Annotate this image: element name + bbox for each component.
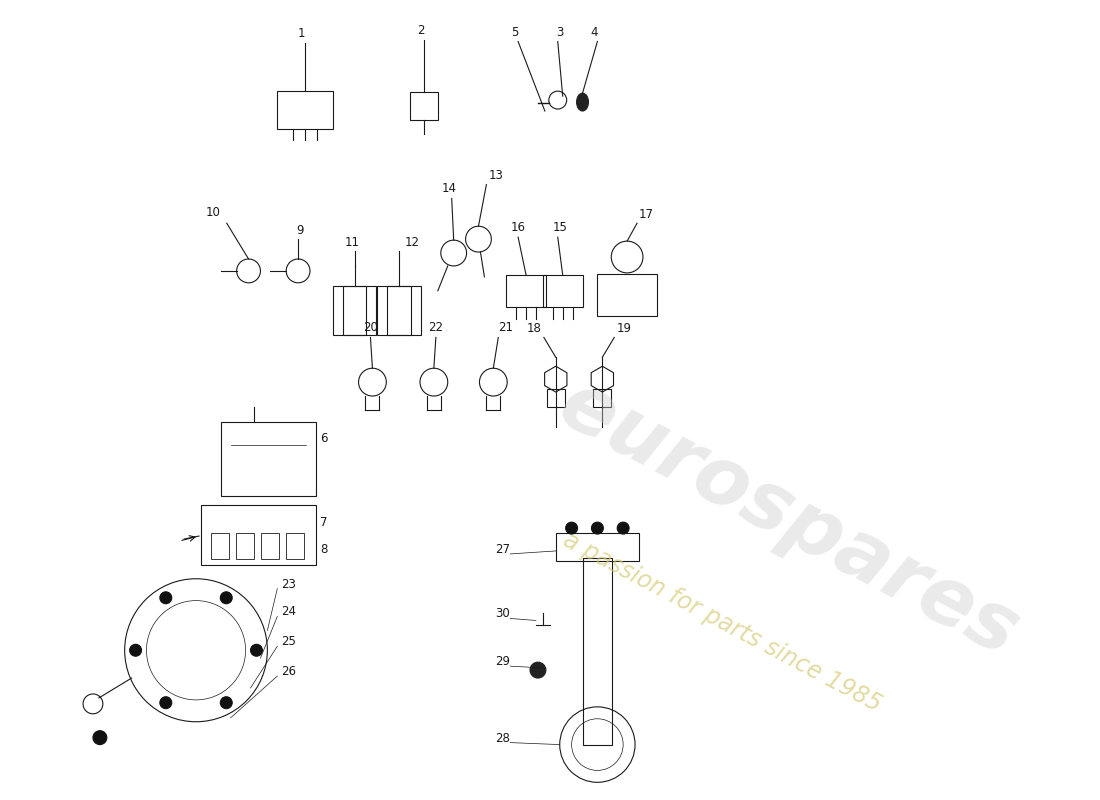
Bar: [593, 389, 612, 407]
Text: 29: 29: [495, 655, 510, 668]
Text: 30: 30: [495, 607, 510, 621]
Bar: [277, 91, 333, 129]
Circle shape: [565, 522, 578, 534]
Circle shape: [530, 662, 546, 678]
Bar: [333, 286, 376, 335]
Bar: [286, 533, 304, 559]
Text: 18: 18: [527, 322, 542, 335]
Text: 1: 1: [297, 26, 305, 39]
Text: 6: 6: [320, 432, 328, 445]
Ellipse shape: [576, 93, 588, 111]
Text: 15: 15: [552, 221, 568, 234]
Text: 21: 21: [498, 322, 514, 334]
Bar: [211, 533, 229, 559]
Text: 22: 22: [428, 322, 443, 334]
Text: 24: 24: [282, 606, 296, 618]
Text: 17: 17: [639, 208, 654, 222]
Text: 20: 20: [363, 322, 378, 334]
Text: 19: 19: [616, 322, 631, 335]
Text: 3: 3: [556, 26, 563, 38]
Circle shape: [592, 522, 603, 534]
Text: 4: 4: [591, 26, 598, 38]
Bar: [262, 533, 279, 559]
Bar: [377, 286, 421, 335]
Bar: [387, 286, 411, 335]
Text: 16: 16: [510, 221, 526, 234]
Bar: [221, 422, 316, 496]
Bar: [201, 506, 316, 565]
Text: 13: 13: [488, 169, 504, 182]
Circle shape: [94, 730, 107, 745]
Text: 27: 27: [495, 543, 510, 556]
Circle shape: [220, 697, 232, 709]
Circle shape: [130, 644, 142, 656]
Text: 12: 12: [405, 236, 420, 249]
Bar: [410, 92, 438, 120]
Bar: [235, 533, 253, 559]
Text: 28: 28: [495, 731, 510, 745]
Bar: [506, 275, 546, 306]
Bar: [583, 558, 613, 745]
Text: 14: 14: [441, 182, 456, 195]
Circle shape: [160, 697, 172, 709]
Bar: [597, 274, 657, 315]
Text: 8: 8: [320, 543, 328, 556]
Text: 2: 2: [417, 23, 425, 37]
Text: 11: 11: [345, 236, 360, 249]
Circle shape: [220, 592, 232, 604]
Circle shape: [160, 592, 172, 604]
Text: 25: 25: [282, 635, 296, 648]
Bar: [543, 275, 583, 306]
Text: 5: 5: [512, 26, 519, 38]
Text: 23: 23: [282, 578, 296, 590]
Text: 10: 10: [206, 206, 221, 219]
Text: eurospares: eurospares: [544, 366, 1031, 673]
Bar: [556, 533, 639, 561]
Bar: [343, 286, 366, 335]
Circle shape: [617, 522, 629, 534]
Text: 26: 26: [282, 665, 296, 678]
Text: 9: 9: [296, 224, 304, 237]
Text: 7: 7: [320, 516, 328, 529]
Circle shape: [251, 644, 263, 656]
Text: a passion for parts since 1985: a passion for parts since 1985: [559, 528, 886, 717]
Bar: [547, 389, 564, 407]
